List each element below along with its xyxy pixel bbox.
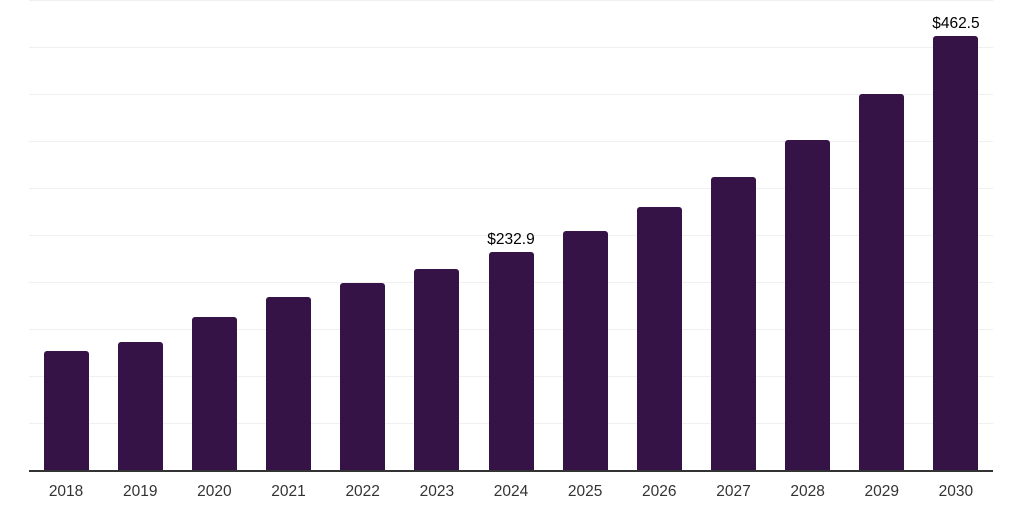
bar-2028 [785,139,831,471]
bar-2030 [933,36,979,471]
x-tick-label-2020: 2020 [197,483,232,500]
x-axis-line [29,470,993,472]
data-label-2024: $232.9 [487,231,535,249]
bar-2026 [636,206,682,471]
x-tick-label-2026: 2026 [642,483,677,500]
x-tick-label-2022: 2022 [345,483,380,500]
gridline-400 [29,94,993,95]
bar-2024 [488,252,534,471]
gridline-450 [29,47,993,48]
gridline-500 [29,0,993,1]
x-tick-label-2028: 2028 [790,483,825,500]
bar-2022 [340,283,386,471]
x-tick-label-2021: 2021 [271,483,306,500]
gridline-300 [29,188,993,189]
gridline-250 [29,235,993,236]
bar-2029 [859,93,905,471]
x-tick-label-2023: 2023 [419,483,455,500]
bar-2021 [266,296,312,471]
bar-2019 [117,341,163,471]
x-tick-label-2027: 2027 [716,483,751,500]
x-tick-label-2025: 2025 [567,483,603,500]
bar-2025 [562,230,608,471]
data-label-2030: $462.5 [932,15,980,33]
x-tick-label-2029: 2029 [864,483,899,500]
bar-2027 [710,176,756,471]
x-tick-label-2030: 2030 [938,483,974,500]
x-tick-label-2019: 2019 [122,483,158,500]
x-tick-label-2024: 2024 [493,483,529,500]
bar-2020 [191,316,237,471]
x-tick-label-2018: 2018 [48,483,84,500]
gridline-350 [29,141,993,142]
bar-2018 [43,350,89,471]
bar-2023 [414,268,460,471]
